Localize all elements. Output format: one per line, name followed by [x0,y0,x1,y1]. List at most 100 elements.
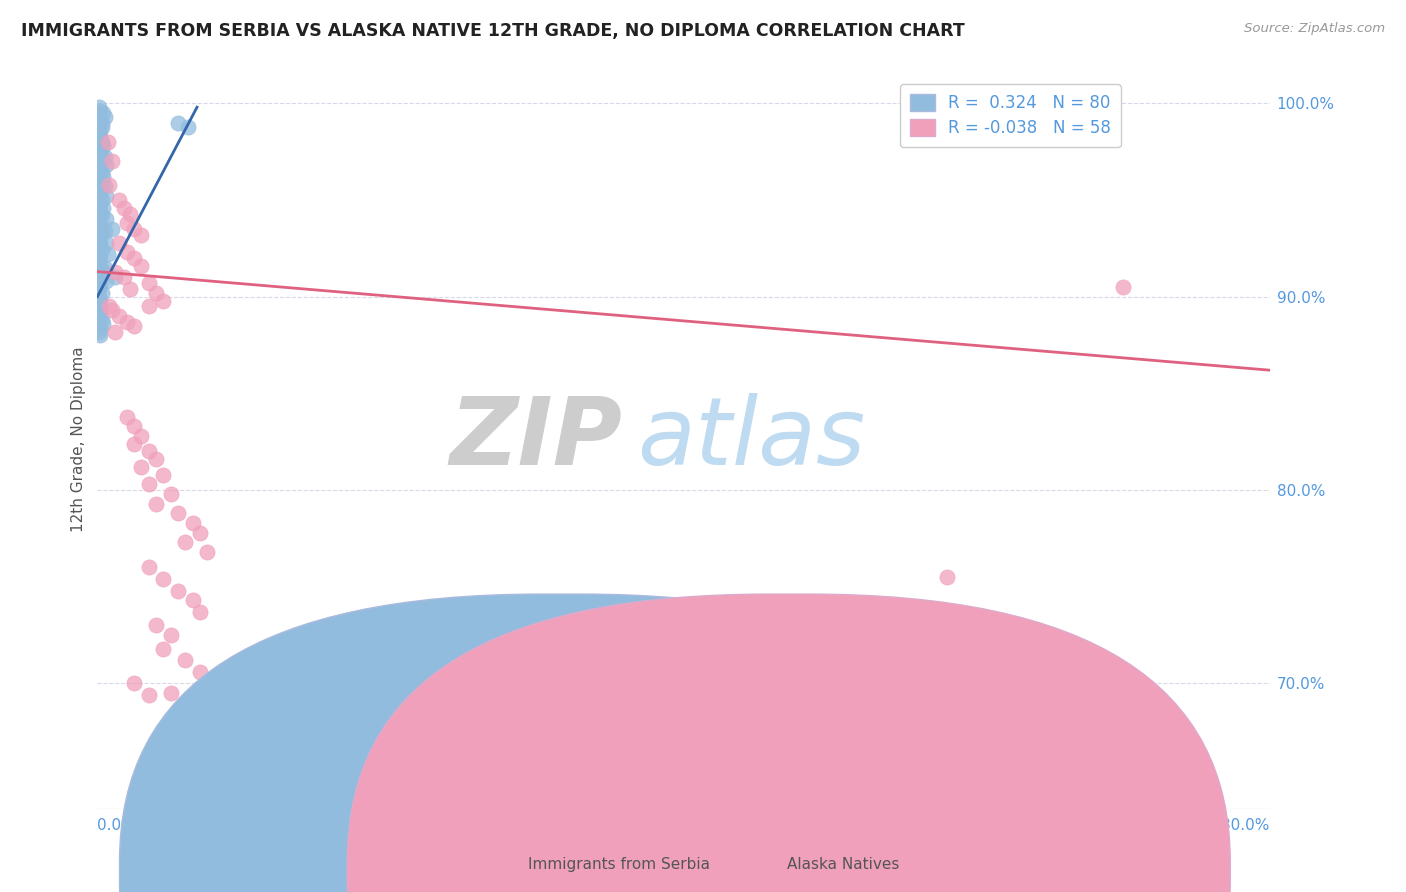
Point [87,120,110,134]
Point [181,593,204,607]
Point [89,154,111,169]
Point [108,309,131,323]
Point [101,222,124,236]
Point [93,110,115,124]
Text: 0.0%: 0.0% [97,818,136,833]
Point [145,497,167,511]
Point [89,259,111,273]
Point [145,754,167,768]
Point [87,108,110,122]
Point [90,151,112,165]
Point [188,665,211,679]
Point [89,301,111,316]
Point [115,409,138,424]
Point [131,459,153,474]
Point [89,186,111,200]
Text: ZIP: ZIP [449,392,621,485]
Point [87,201,110,215]
Point [122,251,145,265]
Point [87,112,110,126]
Point [167,116,190,130]
Point [89,235,111,250]
Point [138,560,160,574]
Point [177,120,200,134]
Point [97,135,120,149]
Point [89,204,111,219]
Text: atlas: atlas [637,393,865,484]
Point [90,116,112,130]
Point [90,135,112,149]
Point [90,166,112,180]
Point [90,313,112,327]
Point [87,128,110,142]
Point [94,274,117,288]
Point [152,572,174,586]
Point [87,158,110,172]
Text: Alaska Natives: Alaska Natives [787,857,900,872]
Point [89,227,111,242]
Point [87,139,110,153]
Point [89,251,111,265]
Point [174,535,197,549]
Point [181,516,204,530]
Point [87,212,110,227]
Point [112,201,135,215]
Point [89,123,111,137]
Point [87,255,110,269]
Point [90,193,112,207]
Point [89,174,111,188]
Legend: R =  0.324   N = 80, R = -0.038   N = 58: R = 0.324 N = 80, R = -0.038 N = 58 [900,84,1121,147]
Point [91,106,114,120]
Point [90,209,112,223]
Point [89,131,111,145]
Point [90,120,112,134]
Point [87,274,110,288]
Point [89,104,111,119]
Point [87,297,110,311]
Point [167,583,190,598]
Text: Source: ZipAtlas.com: Source: ZipAtlas.com [1244,22,1385,36]
Point [87,100,110,114]
Point [115,315,138,329]
Text: 80.0%: 80.0% [1222,818,1270,833]
Point [89,143,111,157]
Point [91,201,114,215]
Point [89,293,111,308]
Point [108,193,131,207]
Point [89,328,111,343]
Point [97,247,120,261]
Point [90,244,112,258]
Point [104,325,127,339]
Point [195,545,218,559]
Point [145,285,167,300]
Point [118,206,141,220]
Point [174,653,197,667]
Point [131,227,153,242]
Point [93,179,115,194]
Point [122,419,145,434]
Point [188,605,211,619]
Point [87,282,110,296]
Point [138,444,160,458]
Point [87,232,110,246]
Point [89,216,111,230]
Point [87,267,110,281]
Point [89,270,111,285]
Point [145,618,167,632]
Point [94,189,117,203]
Point [91,317,114,331]
Point [91,139,114,153]
Point [87,247,110,261]
Point [90,285,112,300]
Text: IMMIGRANTS FROM SERBIA VS ALASKA NATIVE 12TH GRADE, NO DIPLOMA CORRELATION CHART: IMMIGRANTS FROM SERBIA VS ALASKA NATIVE … [21,22,965,40]
Point [159,487,181,501]
Point [87,169,110,184]
Point [138,299,160,313]
Point [152,467,174,482]
Point [98,178,121,192]
Y-axis label: 12th Grade, No Diploma: 12th Grade, No Diploma [72,346,86,532]
Point [87,305,110,319]
Point [167,506,190,520]
Point [122,676,145,690]
Point [159,628,181,642]
